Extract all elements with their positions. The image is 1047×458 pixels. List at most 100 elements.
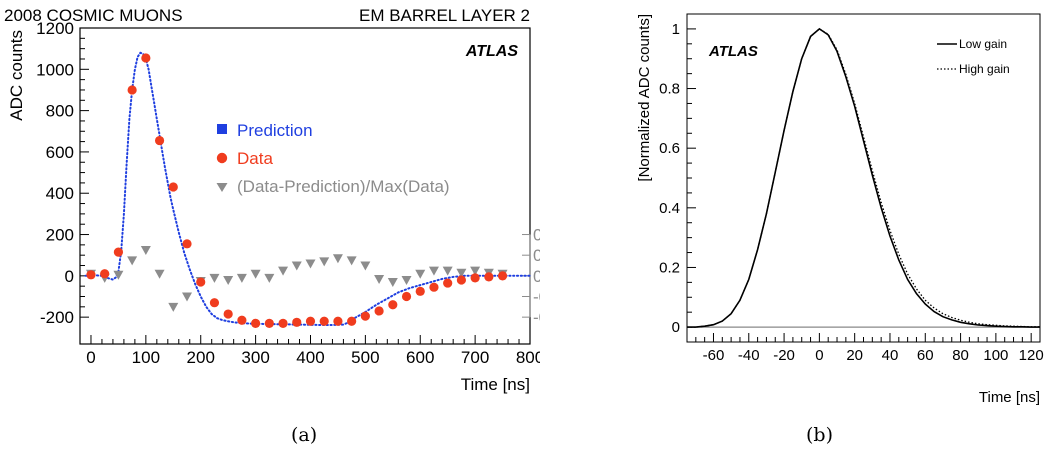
data-point xyxy=(305,316,316,326)
caption-b: (b) xyxy=(806,424,833,446)
data-point xyxy=(141,53,151,63)
chart-a-x-tick-label: 400 xyxy=(296,348,324,367)
data-point xyxy=(251,318,261,328)
data-point xyxy=(347,316,357,326)
residual-point xyxy=(168,302,179,312)
chart-b-marks xyxy=(687,27,1040,328)
data-point xyxy=(333,316,343,326)
chart-a-frame xyxy=(79,27,531,345)
residual-point xyxy=(154,269,165,279)
data-point xyxy=(127,85,137,95)
data-point xyxy=(209,298,220,308)
legend-data-marker xyxy=(216,152,228,164)
chart-b-x-tick-label: -40 xyxy=(738,347,760,364)
residual-point xyxy=(305,259,316,269)
chart-a-axes: 0 100 200 300 400 500 600 700 800 -200 0 200 400 600 8… xyxy=(36,19,540,367)
chart-a-y-tick-label: 400 xyxy=(46,184,74,203)
chart-a-x-tick-label: 0 xyxy=(86,348,95,367)
residual-point xyxy=(415,269,426,279)
chart-a-secondary-tick-label: -0.02 xyxy=(533,287,540,306)
residual-point xyxy=(223,275,234,285)
chart-b-x-tick-label: -60 xyxy=(703,347,725,364)
prediction-line xyxy=(84,51,531,326)
residual-point xyxy=(360,261,371,271)
residual-point xyxy=(442,266,453,276)
chart-b-x-tick-label: 60 xyxy=(917,347,934,364)
chart-b-x-tick-label: 20 xyxy=(846,347,863,364)
legend-high-gain-label: High gain xyxy=(959,62,1010,76)
chart-b-x-tick-label: 100 xyxy=(983,347,1008,364)
residual-point xyxy=(291,261,302,271)
data-point xyxy=(237,315,247,325)
chart-a-x-tick-label: 200 xyxy=(187,348,215,367)
data-point xyxy=(100,269,110,279)
chart-a-secondary-tick-label: 0 xyxy=(533,267,540,286)
low-gain-line xyxy=(687,27,1040,328)
data-point xyxy=(388,300,398,310)
data-point xyxy=(168,182,178,192)
data-point xyxy=(415,286,425,296)
chart-b-xlabel: Time [ns] xyxy=(979,389,1040,406)
data-point xyxy=(470,273,480,283)
residual-point xyxy=(250,269,261,279)
chart-a-x-tick-label: 100 xyxy=(132,348,160,367)
data-point xyxy=(196,277,206,287)
chart-b-y-tick-label: 1 xyxy=(672,21,680,38)
residual-point xyxy=(401,275,412,285)
chart-a-y-tick-label: -200 xyxy=(40,308,74,327)
chart-a-xlabel: Time [ns] xyxy=(461,375,530,394)
data-point xyxy=(497,271,508,281)
residual-point xyxy=(319,257,330,267)
data-point xyxy=(484,272,494,282)
chart-a-secondary-tick-label: 0.04 xyxy=(533,226,540,245)
chart-a-x-tick-label: 300 xyxy=(241,348,269,367)
chart-b-y-tick-label: 0.8 xyxy=(659,81,680,98)
residual-point xyxy=(374,274,385,284)
residual-point xyxy=(236,273,247,283)
data-point xyxy=(401,291,412,302)
chart-a-y-tick-label: 600 xyxy=(46,143,74,162)
caption-a: (a) xyxy=(291,424,318,446)
chart-a-marks xyxy=(84,51,531,328)
data-point xyxy=(360,311,370,321)
data-point xyxy=(154,135,165,146)
residual-point xyxy=(127,256,138,266)
chart-a-y-tick-label: 200 xyxy=(46,226,74,245)
chart-b-x-tick-label: 80 xyxy=(952,347,969,364)
chart-a-legend: Prediction Data (Data-Prediction)/Max(Da… xyxy=(216,121,450,196)
data-point xyxy=(86,270,96,280)
residual-point xyxy=(456,268,467,278)
chart-b-y-tick-label: 0.2 xyxy=(659,259,680,276)
chart-a-title-right: EM BARREL LAYER 2 xyxy=(359,6,530,25)
chart-a-y-tick-label: 0 xyxy=(65,267,74,286)
chart-b-ylabel: [Normalized ADC counts] xyxy=(636,14,653,182)
legend-prediction-label: Prediction xyxy=(237,121,313,140)
data-point xyxy=(374,306,384,316)
chart-b-x-tick-label: 40 xyxy=(882,347,899,364)
data-point xyxy=(113,247,124,257)
residual-point xyxy=(264,273,275,283)
chart-b-watermark: ATLAS xyxy=(708,43,758,60)
chart-a-y-tick-label: 1200 xyxy=(36,19,74,38)
chart-a-secondary-tick-label: -0.04 xyxy=(533,308,540,327)
residual-point xyxy=(140,246,151,256)
chart-a-title-left: 2008 COSMIC MUONS xyxy=(4,6,183,25)
data-point xyxy=(182,239,192,249)
residual-point xyxy=(278,266,289,276)
chart-a-ylabel: ADC counts xyxy=(7,30,26,121)
residual-point xyxy=(387,278,398,288)
data-point xyxy=(264,318,274,328)
chart-a-x-tick-label: 800 xyxy=(516,348,540,367)
chart-b-y-tick-label: 0.6 xyxy=(659,140,680,157)
residual-point xyxy=(428,266,439,276)
residual-point xyxy=(332,254,343,264)
chart-b-x-tick-label: 120 xyxy=(1019,347,1044,364)
legend-prediction-marker xyxy=(217,124,227,134)
residual-point xyxy=(209,273,220,283)
data-point xyxy=(443,278,453,288)
chart-b-x-tick-label: -20 xyxy=(773,347,795,364)
chart-a-y-tick-label: 1000 xyxy=(36,60,74,79)
data-point xyxy=(223,309,233,319)
chart-b: -60 -40 -20 0 20 40 60 80 100 120 0 0.2 0.4 0.6 0.8 1 A… xyxy=(636,13,1044,406)
